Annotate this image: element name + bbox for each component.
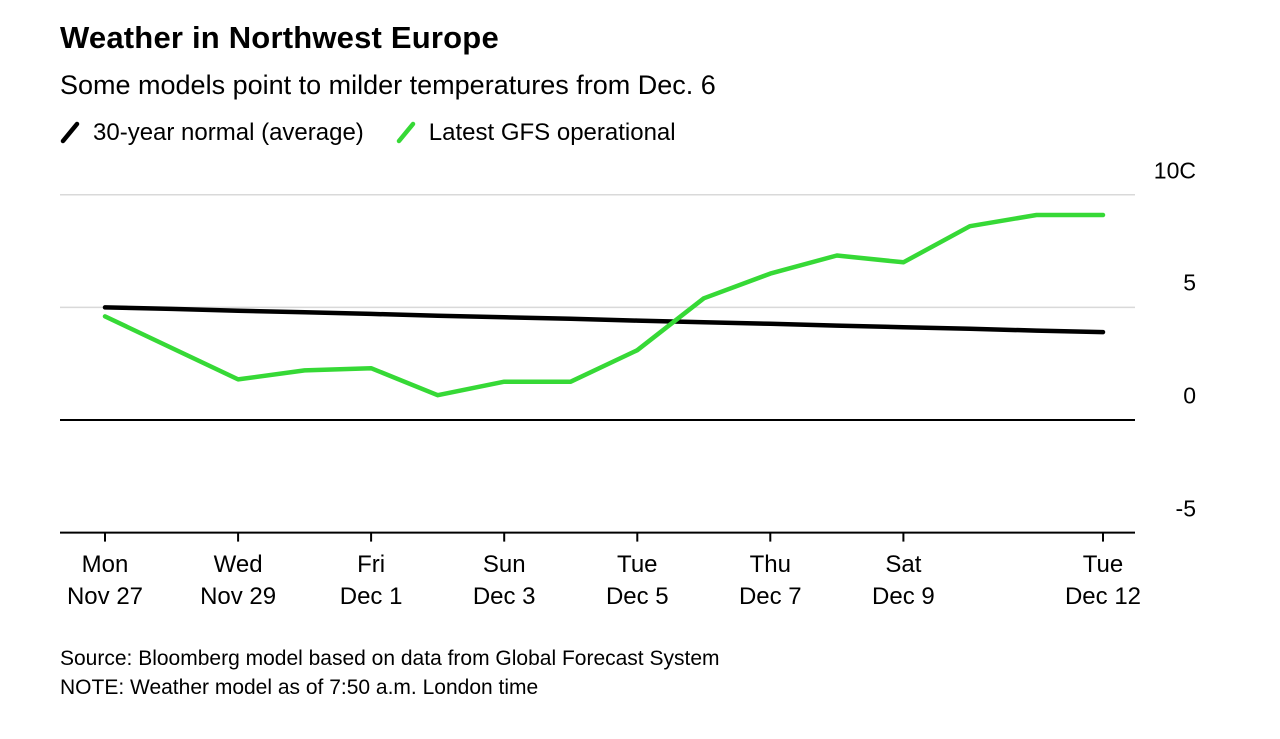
legend-item-30-year-normal: 30-year normal (average): [60, 119, 364, 147]
legend-item-gfs-operational: Latest GFS operational: [396, 119, 676, 147]
green-line-swatch-icon: [396, 121, 416, 144]
chart-subtitle: Some models point to milder temperatures…: [60, 70, 716, 100]
chart-title: Weather in Northwest Europe: [60, 20, 499, 55]
chart-footer: Source: Bloomberg model based on data fr…: [60, 644, 720, 702]
source-text: Source: Bloomberg model based on data fr…: [60, 647, 720, 670]
legend-label-30-year-normal: 30-year normal (average): [93, 119, 364, 146]
chart-legend: 30-year normal (average) Latest GFS oper…: [60, 119, 676, 147]
legend-label-gfs-operational: Latest GFS operational: [428, 119, 676, 146]
series-line-gfs-operational: [102, 212, 1106, 398]
note-text: NOTE: Weather model as of 7:50 a.m. Lond…: [60, 676, 539, 699]
series-line-30-year-normal: [102, 305, 1106, 335]
black-line-swatch-icon: [60, 121, 80, 144]
